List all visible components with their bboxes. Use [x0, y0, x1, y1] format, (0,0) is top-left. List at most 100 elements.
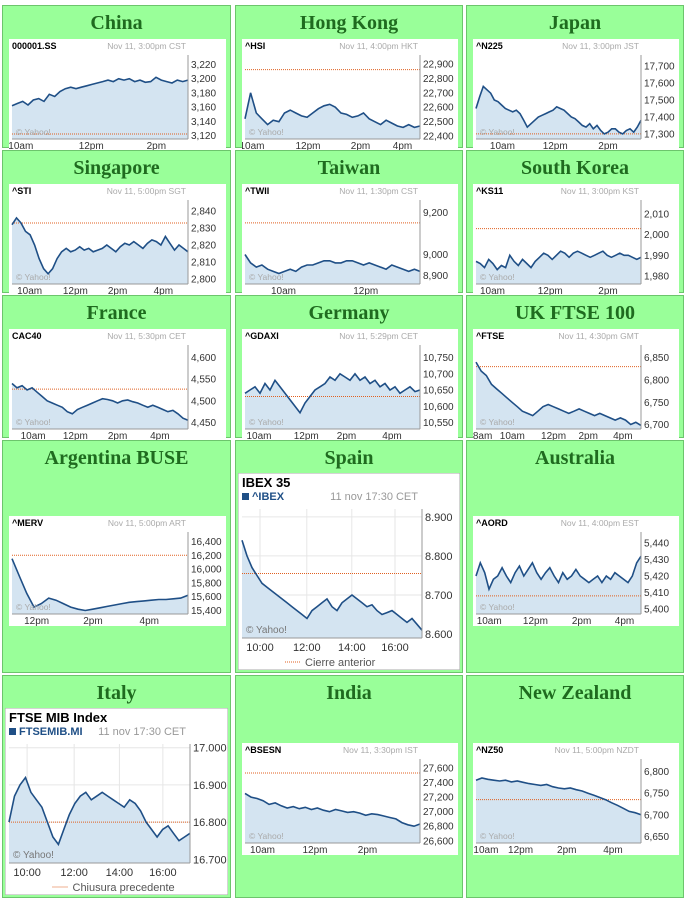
y-tick-label: 2,010 — [644, 210, 669, 221]
market-title: Spain — [324, 447, 374, 469]
timestamp-label: Nov 11, 4:00pm EST — [561, 518, 639, 528]
x-tick-label: 4pm — [393, 141, 412, 151]
x-tick-label: 2pm — [147, 141, 166, 151]
y-tick-label: 8.800 — [425, 551, 453, 563]
y-tick-label: 3,160 — [191, 103, 216, 114]
y-tick-label: 3,140 — [191, 117, 216, 128]
x-tick-label: 2pm — [108, 286, 127, 296]
x-tick-label: 2pm — [351, 141, 370, 151]
market-chart-svg: ^AORD Nov 11, 4:00pm EST 5,440 5,430 5,420 5,… — [475, 518, 669, 626]
watermark: © Yahoo! — [480, 272, 515, 282]
x-tick-label: 12pm — [523, 616, 548, 626]
price-area — [9, 777, 190, 863]
price-line — [241, 540, 423, 631]
price-area — [245, 254, 420, 284]
x-tick-label: 10am — [250, 845, 275, 855]
price-line — [475, 555, 642, 592]
market-title: Singapore — [73, 157, 160, 179]
watermark: © Yahoo! — [16, 602, 51, 612]
y-tick-label: 17,300 — [644, 129, 675, 140]
watermark: © Yahoo! — [246, 625, 287, 636]
x-tick-label: 12pm — [295, 141, 320, 151]
x-tick-label: 2pm — [83, 616, 102, 626]
ticker-label: ^AORD — [476, 518, 508, 528]
ticker-label: ^MERV — [12, 518, 43, 528]
y-tick-label: 17,600 — [644, 79, 675, 90]
price-line — [475, 84, 642, 135]
market-chart-svg: ^N225 Nov 11, 3:00pm JST 17,700 17,600 17,50… — [475, 41, 675, 151]
market-chart-svg: ^STI Nov 11, 5:00pm SGT 2,840 2,830 2,820 2,8… — [11, 186, 216, 296]
x-tick-label: 12pm — [541, 431, 566, 441]
x-tick-label: 4pm — [140, 616, 159, 626]
timestamp-label: Nov 11, 5:00pm ART — [108, 518, 186, 528]
y-tick-label: 10,600 — [423, 402, 454, 413]
market-title: Germany — [308, 302, 390, 324]
market-chart: 17.000 16.900 16.800 16.700 10:00 12:00 14:00 1… — [4, 707, 229, 896]
market-panel: Australia ^AORD Nov 11, 4:00pm EST 5,440 5,4… — [466, 440, 684, 673]
market-panel: Spain 8.900 8.800 8.700 8.600 10:00 12:00 14:00… — [235, 440, 463, 673]
series-ticker: ^IBEX — [252, 491, 285, 503]
market-title: Japan — [548, 12, 602, 34]
price-line — [11, 558, 189, 612]
ticker-label: ^NZ50 — [476, 745, 503, 755]
watermark: © Yahoo! — [16, 272, 51, 282]
y-tick-label: 10,650 — [423, 386, 454, 397]
market-chart: ^KS11 Nov 11, 3:00pm KST 2,010 2,000 1,990 1,… — [473, 184, 679, 296]
market-chart: ^NZ50 Nov 11, 5:00pm NZDT 6,800 6,750 6,700 6… — [473, 743, 679, 855]
series-swatch — [242, 493, 249, 500]
x-tick-label: 12pm — [63, 431, 88, 441]
market-chart-svg: ^BSESN Nov 11, 3:30pm IST 27,600 27,400 27,2… — [244, 745, 454, 855]
market-title: Australia — [535, 447, 615, 469]
y-tick-label: 27,200 — [423, 793, 454, 804]
market-panel: Italy 17.000 16.900 16.800 16.700 10:00 12:00 1… — [2, 675, 231, 898]
ticker-label: CAC40 — [12, 331, 42, 341]
x-tick-label: 10am — [473, 845, 498, 855]
watermark: © Yahoo! — [16, 127, 51, 137]
timestamp-label: Nov 11, 3:00pm KST — [561, 186, 639, 196]
y-tick-label: 15,400 — [191, 606, 222, 617]
price-area — [476, 778, 641, 843]
x-tick-label: 12pm — [302, 845, 327, 855]
y-tick-label: 1,990 — [644, 251, 669, 262]
chart-title: FTSE MIB Index — [9, 710, 108, 725]
y-tick-label: 27,400 — [423, 778, 454, 789]
price-line — [475, 250, 642, 271]
timestamp-label: 11 nov 17:30 CET — [330, 491, 418, 503]
ticker-label: ^GDAXI — [245, 331, 279, 341]
x-tick-label: 2pm — [108, 431, 127, 441]
market-panel: Germany ^GDAXI Nov 11, 5:29pm CET 10,750 10,… — [235, 295, 463, 441]
legend-label: Cierre anterior — [305, 657, 376, 669]
x-tick-label: 12pm — [79, 141, 104, 151]
market-title: China — [90, 12, 143, 34]
x-tick-label: 10am — [477, 616, 502, 626]
y-tick-label: 26,600 — [423, 836, 454, 847]
market-chart: ^AORD Nov 11, 4:00pm EST 5,440 5,430 5,420 5,… — [473, 516, 679, 626]
market-panel: India ^BSESN Nov 11, 3:30pm IST 27,600 27,40… — [235, 675, 463, 898]
y-tick-label: 17,500 — [644, 96, 675, 107]
market-title: South Korea — [521, 157, 629, 179]
y-tick-label: 27,000 — [423, 807, 454, 818]
market-panel: Argentina BUSE ^MERV Nov 11, 5:00pm ART 16,… — [2, 440, 231, 673]
price-line — [244, 792, 421, 828]
ticker-label: ^HSI — [245, 41, 265, 51]
y-tick-label: 9,000 — [423, 250, 448, 261]
price-area — [242, 540, 422, 638]
y-tick-label: 16.800 — [193, 817, 227, 829]
y-tick-label: 22,800 — [423, 74, 454, 85]
market-chart-svg: CAC40 Nov 11, 5:30pm CET 4,600 4,550 4,500 4,… — [11, 331, 216, 441]
y-tick-label: 6,850 — [644, 353, 669, 364]
x-tick-label: 10:00 — [246, 642, 274, 654]
y-tick-label: 9,200 — [423, 208, 448, 219]
x-tick-label: 12:00 — [293, 642, 321, 654]
watermark: © Yahoo! — [480, 127, 515, 137]
y-tick-label: 3,220 — [191, 60, 216, 71]
y-tick-label: 5,400 — [644, 605, 669, 616]
price-area — [245, 373, 420, 429]
y-tick-label: 6,650 — [644, 832, 669, 843]
watermark: © Yahoo! — [16, 417, 51, 427]
x-tick-label: 10am — [500, 431, 525, 441]
price-line — [8, 775, 191, 847]
market-title: India — [326, 682, 372, 704]
price-area — [12, 383, 188, 429]
price-area — [12, 558, 188, 614]
